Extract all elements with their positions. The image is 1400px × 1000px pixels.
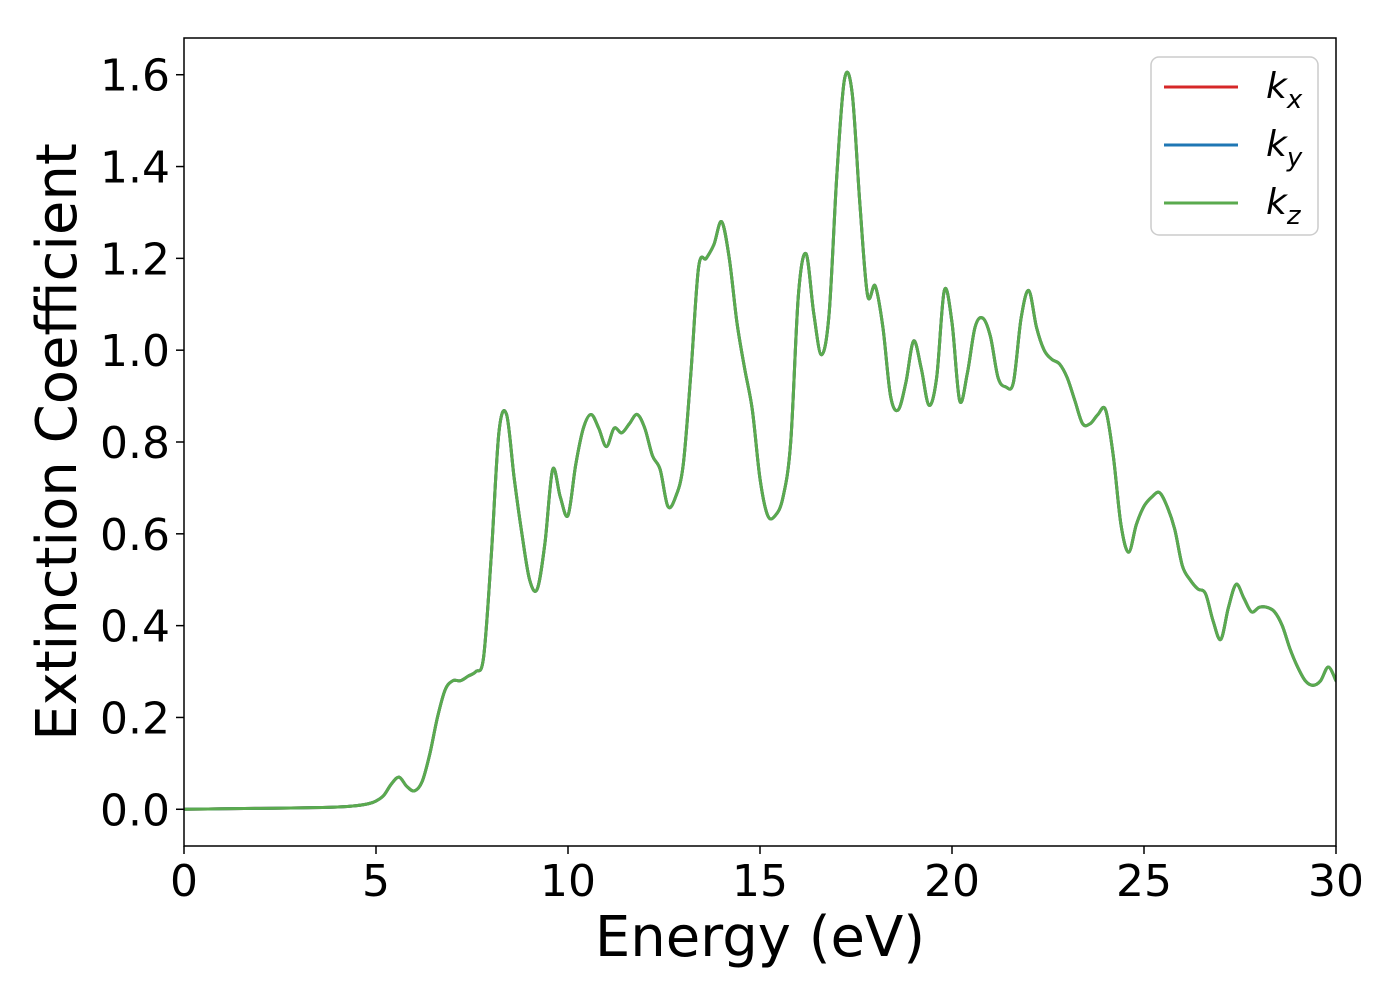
x-axis-ticks: 0 5 10 15 20 25 30 <box>170 846 1364 907</box>
x-tick-label: 30 <box>1308 856 1364 907</box>
x-tick-label: 15 <box>732 856 788 907</box>
series-layer <box>184 70 1336 811</box>
y-tick-label: 0.8 <box>100 418 170 469</box>
legend-label-subscript: z <box>1286 201 1302 231</box>
y-tick-label: 1.4 <box>100 143 170 194</box>
series-line-z <box>184 70 1336 811</box>
legend-label-subscript: y <box>1286 143 1303 173</box>
x-tick-label: 20 <box>924 856 980 907</box>
legend-label-base: k <box>1266 66 1289 107</box>
x-tick-label: 5 <box>362 856 390 907</box>
legend-label-z: kz <box>1266 182 1302 231</box>
y-tick-label: 0.0 <box>100 785 170 836</box>
legend-label-base: k <box>1266 182 1289 223</box>
y-axis-title: Extinction Coefficient <box>25 143 90 741</box>
plot-area-frame <box>183 37 1337 847</box>
x-axis-title: Energy (eV) <box>595 905 925 970</box>
legend-label-base: k <box>1266 124 1289 165</box>
y-tick-label: 0.2 <box>100 693 170 744</box>
legend-label-subscript: x <box>1286 85 1303 115</box>
y-tick-label: 0.4 <box>100 602 170 653</box>
x-tick-label: 25 <box>1116 856 1172 907</box>
legend-label-x: kx <box>1266 66 1303 115</box>
y-tick-label: 0.6 <box>100 510 170 561</box>
x-tick-label: 10 <box>540 856 596 907</box>
legend-label-y: ky <box>1266 124 1303 173</box>
y-tick-label: 1.0 <box>100 326 170 377</box>
y-tick-label: 1.2 <box>100 234 170 285</box>
x-tick-label: 0 <box>170 856 198 907</box>
y-axis-ticks: 0.0 0.2 0.4 0.6 0.8 1.0 1.2 1.4 1.6 <box>100 51 184 836</box>
y-tick-label: 1.6 <box>100 51 170 102</box>
